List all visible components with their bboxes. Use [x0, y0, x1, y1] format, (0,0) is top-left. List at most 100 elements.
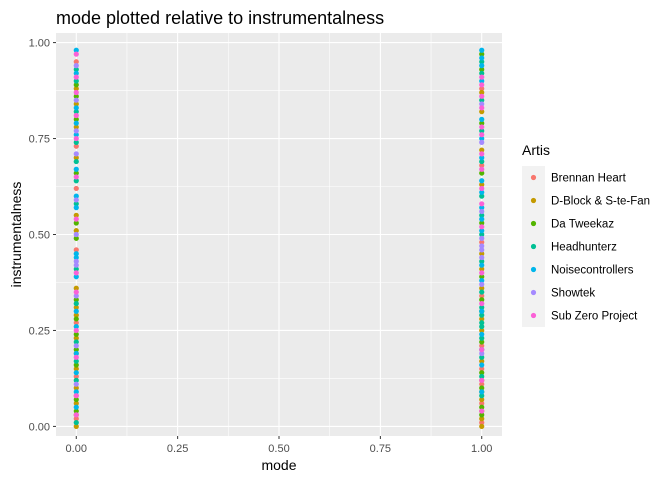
data-point — [73, 412, 79, 418]
data-point — [479, 89, 485, 96]
data-point — [73, 377, 79, 383]
data-point — [73, 132, 79, 138]
data-point — [479, 408, 485, 414]
data-point — [479, 212, 485, 218]
data-point — [73, 205, 79, 211]
data-point — [479, 358, 485, 364]
y-tick-label: 1.00 — [29, 38, 50, 50]
data-point — [479, 419, 485, 426]
data-point — [73, 258, 79, 264]
data-point — [73, 86, 79, 92]
data-point — [479, 339, 485, 345]
data-point — [479, 74, 485, 80]
data-point — [479, 170, 485, 176]
data-point — [73, 166, 79, 172]
data-point — [73, 216, 79, 222]
data-point — [73, 343, 79, 349]
data-point — [479, 285, 485, 291]
data-point — [479, 354, 485, 360]
data-point — [479, 304, 485, 311]
data-point — [479, 347, 485, 353]
data-point — [73, 231, 79, 238]
data-point — [479, 370, 485, 376]
data-point — [73, 143, 79, 149]
data-point — [479, 331, 485, 337]
data-point — [73, 174, 79, 180]
data-point — [479, 262, 485, 268]
data-point — [73, 408, 79, 414]
data-point — [73, 251, 79, 257]
data-point — [73, 304, 79, 311]
data-point — [73, 139, 79, 145]
data-point — [73, 312, 79, 318]
data-point — [73, 78, 79, 84]
x-tick-label: 0.50 — [268, 443, 289, 455]
data-point — [479, 216, 485, 222]
data-point — [73, 135, 79, 142]
data-point — [73, 381, 79, 387]
y-tick-label: 0.50 — [29, 230, 50, 242]
data-point — [73, 151, 79, 157]
data-point — [479, 404, 485, 410]
data-point — [479, 396, 485, 403]
data-point — [73, 419, 79, 426]
data-point — [73, 178, 79, 184]
data-point — [479, 86, 485, 92]
data-point — [73, 331, 79, 337]
data-point — [479, 97, 485, 103]
data-point — [479, 400, 485, 406]
data-point — [73, 366, 79, 372]
data-point — [73, 308, 79, 314]
data-point — [73, 339, 79, 345]
data-point — [479, 51, 485, 57]
data-point — [73, 128, 79, 134]
legend: Artis Brennan Heart D-Block & S-te-Fan Da … — [522, 142, 650, 327]
data-point — [479, 377, 485, 383]
data-point — [479, 416, 485, 422]
data-point — [73, 51, 79, 57]
data-point — [73, 335, 79, 341]
data-point — [479, 258, 485, 264]
data-point — [73, 320, 79, 326]
legend-key-point — [530, 220, 537, 227]
data-point — [479, 116, 485, 122]
data-point — [479, 182, 485, 188]
data-point — [479, 300, 485, 307]
data-point — [73, 120, 79, 126]
data-point — [479, 201, 485, 207]
legend-label: Brennan Heart — [551, 173, 627, 185]
data-point — [73, 47, 79, 53]
data-point — [479, 124, 485, 130]
data-point — [73, 105, 79, 111]
data-point — [479, 205, 485, 211]
legend-label: D-Block & S-te-Fan — [551, 196, 650, 208]
data-point — [73, 423, 79, 430]
data-point — [479, 389, 485, 395]
data-point — [479, 185, 485, 192]
data-point — [73, 170, 79, 176]
data-point — [73, 274, 79, 280]
data-point — [73, 400, 79, 406]
data-point — [479, 251, 485, 257]
data-point — [479, 59, 485, 65]
data-point — [73, 316, 79, 322]
legend-key-point — [530, 266, 537, 273]
data-point — [73, 93, 79, 99]
data-point — [479, 393, 485, 399]
data-point — [479, 373, 485, 380]
data-point — [479, 135, 485, 142]
legend-label: Headhunterz — [551, 242, 617, 254]
data-point — [73, 247, 79, 253]
data-point — [479, 274, 485, 280]
data-point — [479, 162, 485, 169]
data-point — [479, 385, 485, 391]
data-point — [479, 101, 485, 107]
data-point — [73, 389, 79, 395]
data-point — [73, 327, 79, 334]
data-point — [73, 197, 79, 203]
data-point — [73, 101, 79, 107]
data-point — [479, 55, 485, 61]
data-point — [479, 178, 485, 184]
data-point — [479, 293, 485, 299]
